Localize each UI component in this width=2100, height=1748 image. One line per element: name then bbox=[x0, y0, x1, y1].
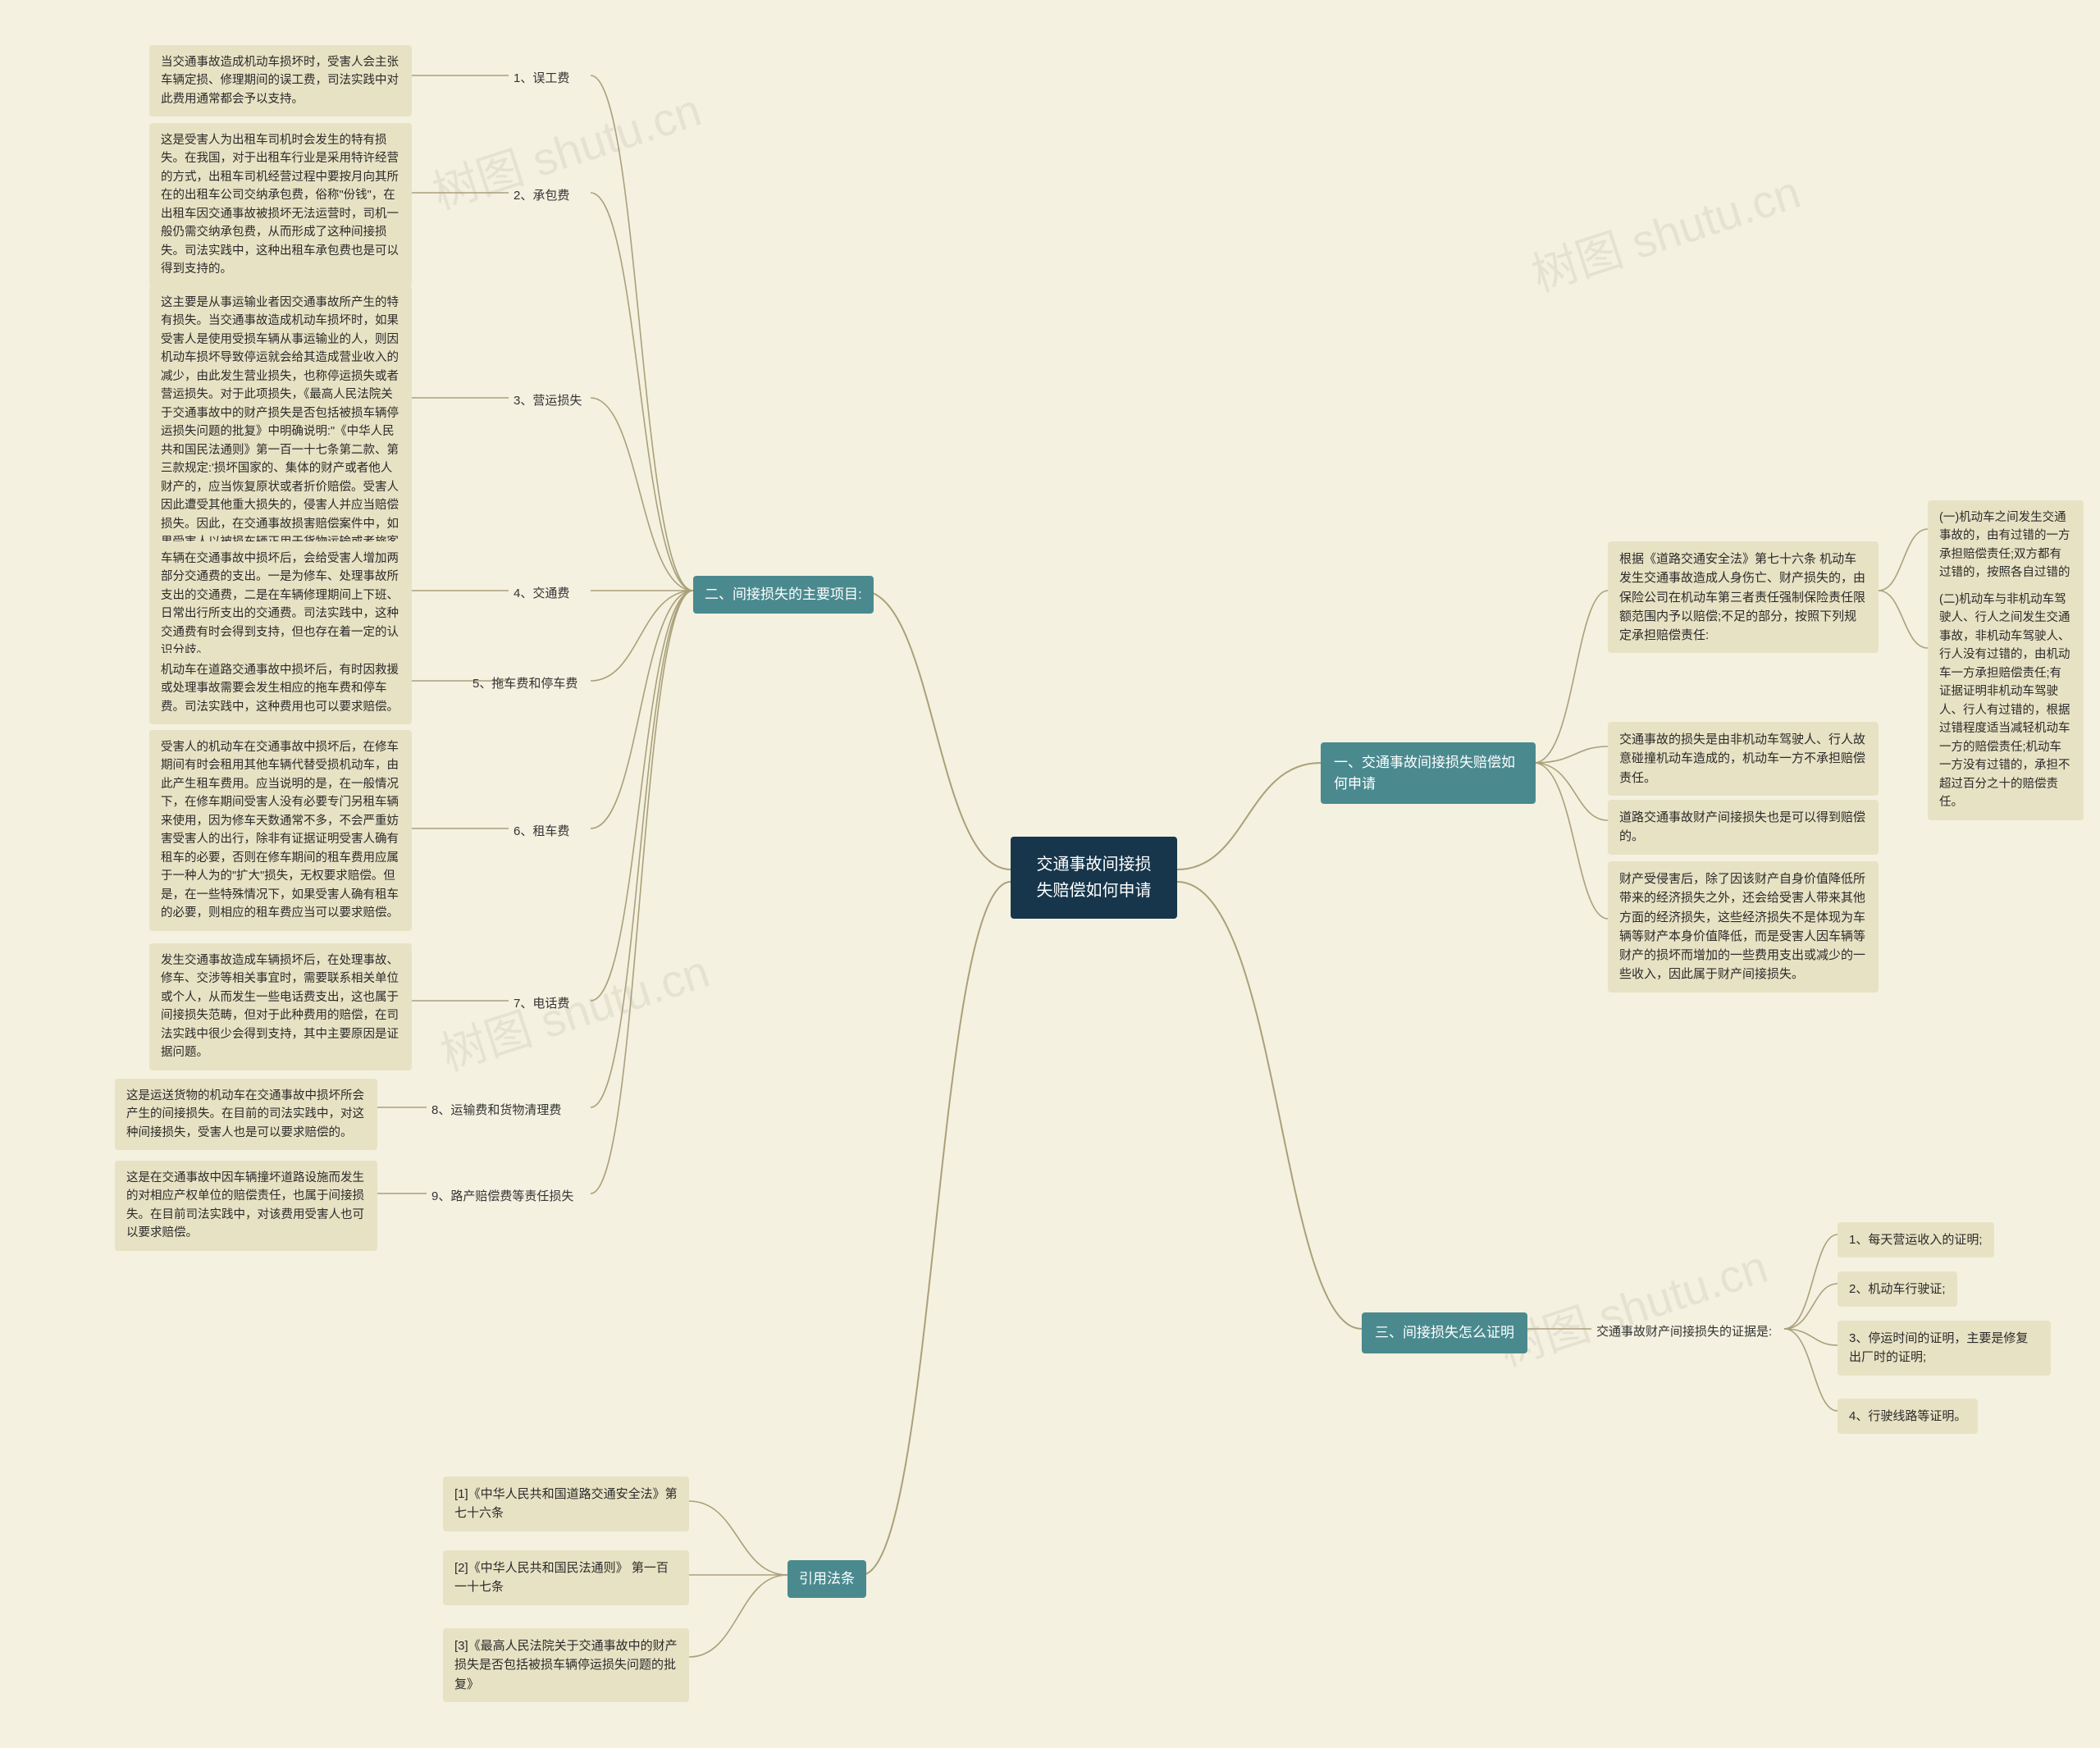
watermark: 树图 shutu.cn bbox=[1490, 1230, 1775, 1380]
sec3-p4: 4、行驶线路等证明。 bbox=[1838, 1399, 1978, 1434]
item-2-text: 这是受害人为出租车司机时会发生的特有损失。在我国，对于出租车行业是采用特许经营的… bbox=[149, 123, 412, 287]
sec1-n3: 道路交通事故财产间接损失也是可以得到赔偿的。 bbox=[1608, 800, 1879, 855]
item-9-label: 9、路产赔偿费等责任损失 bbox=[427, 1184, 578, 1207]
branch-citations: 引用法条 bbox=[788, 1560, 866, 1598]
sec1-n2: 交通事故的损失是由非机动车驾驶人、行人故意碰撞机动车造成的，机动车一方不承担赔偿… bbox=[1608, 722, 1879, 796]
sec1-n1: 根据《道路交通安全法》第七十六条 机动车发生交通事故造成人身伤亡、财产损失的，由… bbox=[1608, 541, 1879, 653]
sec1-n1b: (二)机动车与非机动车驾驶人、行人之间发生交通事故，非机动车驾驶人、行人没有过错… bbox=[1928, 582, 2084, 820]
sec1-n4: 财产受侵害后，除了因该财产自身价值降低所带来的经济损失之外，还会给受害人带来其他… bbox=[1608, 861, 1879, 993]
item-9-text: 这是在交通事故中因车辆撞坏道路设施而发生的对相应产权单位的赔偿责任，也属于间接损… bbox=[115, 1161, 377, 1251]
item-6-text: 受害人的机动车在交通事故中损坏后，在修车期间有时会租用其他车辆代替受损机动车，由… bbox=[149, 730, 412, 931]
sec3-p2: 2、机动车行驶证; bbox=[1838, 1271, 1957, 1307]
item-5-text: 机动车在道路交通事故中损坏后，有时因救援或处理事故需要会发生相应的拖车费和停车费… bbox=[149, 653, 412, 724]
branch-section-3: 三、间接损失怎么证明 bbox=[1362, 1312, 1527, 1353]
item-5-label: 5、拖车费和停车费 bbox=[468, 671, 582, 695]
item-7-text: 发生交通事故造成车辆损坏后，在处理事故、修车、交涉等相关事宜时，需要联系相关单位… bbox=[149, 943, 412, 1070]
branch-section-2: 二、间接损失的主要项目: bbox=[693, 576, 874, 614]
item-8-label: 8、运输费和货物清理费 bbox=[427, 1098, 566, 1121]
item-4-text: 车辆在交通事故中损坏后，会给受害人增加两部分交通费的支出。一是为修车、处理事故所… bbox=[149, 541, 412, 669]
sec3-p3: 3、停运时间的证明，主要是修复出厂时的证明; bbox=[1838, 1321, 2051, 1376]
item-2-label: 2、承包费 bbox=[509, 183, 574, 207]
root-node: 交通事故间接损失赔偿如何申请 bbox=[1011, 837, 1177, 919]
item-4-label: 4、交通费 bbox=[509, 581, 574, 605]
citation-1: [1]《中华人民共和国道路交通安全法》第七十六条 bbox=[443, 1476, 689, 1531]
item-8-text: 这是运送货物的机动车在交通事故中损坏所会产生的间接损失。在目前的司法实践中，对这… bbox=[115, 1079, 377, 1150]
sec3-lead: 交通事故财产间接损失的证据是: bbox=[1591, 1319, 1777, 1343]
citation-3: [3]《最高人民法院关于交通事故中的财产损失是否包括被损车辆停运损失问题的批复》 bbox=[443, 1628, 689, 1702]
citation-2: [2]《中华人民共和国民法通则》 第一百一十七条 bbox=[443, 1550, 689, 1605]
item-1-text: 当交通事故造成机动车损坏时，受害人会主张车辆定损、修理期间的误工费，司法实践中对… bbox=[149, 45, 412, 116]
branch-section-1: 一、交通事故间接损失赔偿如何申请 bbox=[1321, 742, 1536, 804]
watermark: 树图 shutu.cn bbox=[1522, 156, 1808, 305]
sec3-p1: 1、每天营运收入的证明; bbox=[1838, 1222, 1994, 1257]
item-7-label: 7、电话费 bbox=[509, 991, 574, 1015]
item-6-label: 6、租车费 bbox=[509, 819, 574, 842]
item-3-label: 3、营运损失 bbox=[509, 388, 587, 412]
item-1-label: 1、误工费 bbox=[509, 66, 574, 89]
